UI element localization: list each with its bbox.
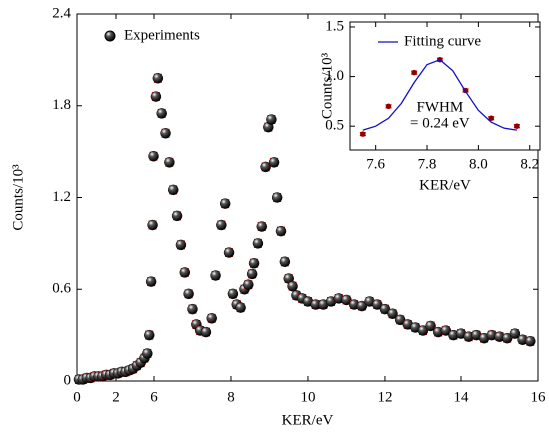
y-tick-label: 0 [64, 372, 72, 388]
x-tick-label: 12 [377, 389, 392, 405]
data-point [152, 72, 164, 84]
y-tick-label: 1.2 [52, 189, 71, 205]
annotation: FWHM [417, 99, 464, 115]
data-point [279, 256, 291, 267]
y-tick-label: 2.4 [52, 5, 71, 21]
y-tick-label: 1.5 [325, 18, 344, 34]
data-point [268, 157, 280, 168]
legend-label: Experiments [124, 27, 200, 43]
data-point [219, 198, 231, 209]
data-point [256, 221, 268, 232]
data-point [411, 69, 417, 76]
data-point [440, 325, 452, 336]
x-tick-label: 16 [531, 389, 547, 405]
y-tick-label: 1.0 [325, 68, 344, 84]
data-point [260, 161, 271, 173]
data-point [248, 258, 260, 269]
y-tick-label: 0.6 [52, 281, 71, 297]
data-point [167, 184, 179, 196]
data-point [425, 320, 436, 332]
x-tick-label: 0 [73, 389, 81, 405]
data-point [164, 157, 175, 168]
data-point [156, 108, 167, 119]
data-point [200, 326, 212, 338]
data-point [235, 302, 246, 313]
data-point [143, 329, 155, 341]
data-point [271, 192, 283, 203]
data-point [223, 247, 235, 258]
data-point [266, 114, 277, 125]
legend-swatch [104, 30, 116, 42]
data-point [187, 303, 198, 315]
chart-panel: 7.6 7.8 8.0 8.2 0.5 1.0 1.5 KER/eV Counts/10³ Fit… [319, 18, 541, 193]
data-point [147, 219, 158, 231]
y-tick-label: 1.8 [52, 97, 71, 113]
x-tick-label: 10 [300, 389, 315, 405]
data-point [246, 268, 258, 280]
data-point [171, 210, 183, 222]
x-tick-label: 2 [112, 389, 120, 405]
data-point [148, 150, 159, 162]
data-point [356, 300, 368, 312]
data-point [183, 288, 194, 300]
data-point [206, 313, 217, 324]
data-point [145, 276, 157, 287]
x-tick-label: 6 [150, 389, 158, 405]
y-tick-label: 0.5 [325, 118, 344, 134]
data-point [394, 314, 406, 326]
x-axis-label: KER/eV [419, 177, 471, 193]
data-point [227, 288, 239, 300]
legend-label: Fitting curve [404, 33, 481, 49]
data-point [252, 238, 264, 249]
x-tick-label: 14 [454, 389, 470, 405]
data-point [150, 91, 162, 102]
data-point [243, 279, 254, 290]
data-point [216, 219, 227, 231]
data-point [341, 294, 352, 306]
data-point [160, 128, 171, 139]
data-point [175, 239, 187, 251]
data-point [179, 267, 191, 278]
data-point [387, 308, 398, 319]
data-point [488, 115, 494, 121]
data-point [514, 123, 520, 129]
x-tick-label: 7.6 [366, 156, 385, 172]
y-axis-label: Counts/10³ [10, 164, 26, 231]
data-point [287, 280, 298, 292]
data-point [275, 225, 287, 237]
data-point [360, 131, 366, 137]
data-point [210, 270, 221, 281]
data-point [385, 103, 392, 110]
data-point [417, 325, 429, 336]
x-tick-label: 8 [227, 389, 235, 405]
data-point [371, 299, 383, 310]
x-tick-label: 8.2 [520, 156, 539, 172]
data-point [509, 328, 521, 339]
fit-curve [362, 58, 517, 131]
x-tick-label: 7.8 [418, 156, 437, 172]
data-point [525, 335, 536, 347]
data-point [501, 332, 513, 344]
data-point [142, 348, 153, 359]
x-axis-label: KER/eV [282, 412, 334, 428]
y-axis-label: Counts/10³ [319, 52, 335, 119]
annotation: = 0.24 eV [410, 115, 470, 131]
x-tick-label: 8.0 [469, 156, 488, 172]
data-point [379, 303, 391, 315]
